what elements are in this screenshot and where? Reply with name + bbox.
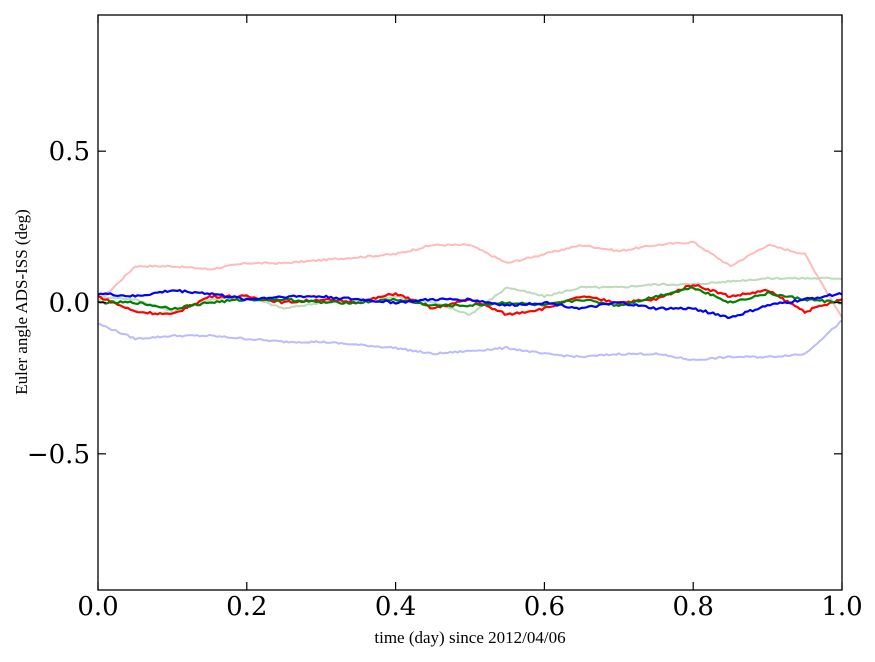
y-tick-label: 0.0 xyxy=(49,289,90,319)
series-line-1 xyxy=(97,240,843,319)
series-line-6 xyxy=(97,289,843,320)
series-layer xyxy=(97,240,843,361)
y-axis-label: Euler angle ADS-ISS (deg) xyxy=(12,209,31,395)
x-tick-label: 1.0 xyxy=(821,592,862,622)
x-tick-label: 0.4 xyxy=(375,592,416,622)
y-tick-label: 0.5 xyxy=(49,137,90,167)
x-tick-label: 0.2 xyxy=(226,592,267,622)
series-line-3 xyxy=(97,319,843,361)
tick-layer: 0.0 0.2 0.4 0.6 0.8 1.0 −0.5 0.0 0.5 xyxy=(27,15,863,622)
series-line-2 xyxy=(97,276,843,316)
series-line-5 xyxy=(97,286,843,311)
x-tick-label: 0.0 xyxy=(77,592,118,622)
y-tick-label: −0.5 xyxy=(27,440,90,470)
x-tick-label: 0.8 xyxy=(673,592,714,622)
x-tick-label: 0.6 xyxy=(524,592,565,622)
x-axis-label: time (day) since 2012/04/06 xyxy=(374,628,565,647)
